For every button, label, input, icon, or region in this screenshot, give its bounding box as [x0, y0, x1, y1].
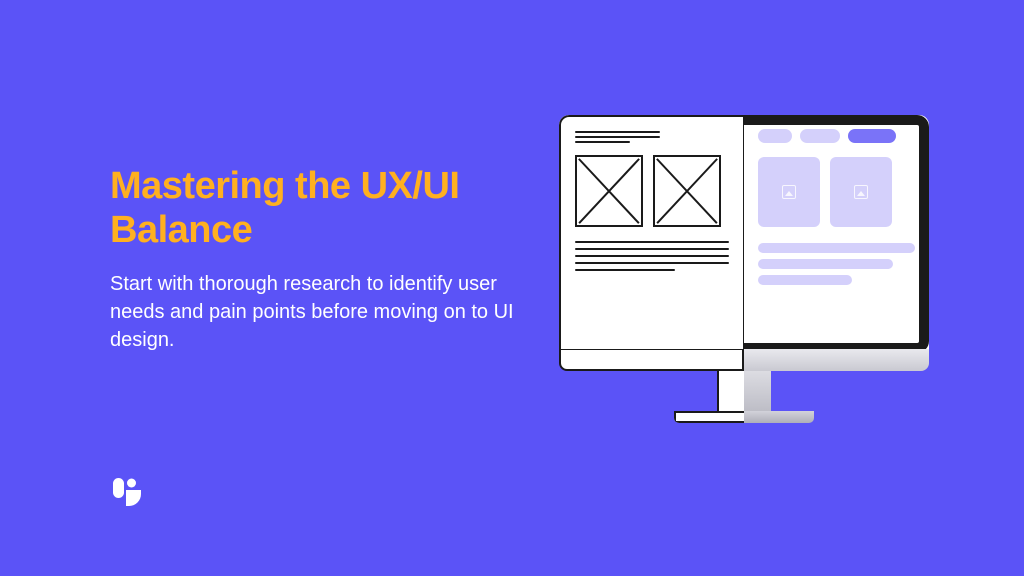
ui-pill	[758, 129, 792, 143]
monitor-stand-neck	[717, 371, 771, 413]
ui-panel	[744, 115, 929, 353]
wireframe-box	[575, 155, 643, 227]
body-text: Start with thorough research to identify…	[110, 270, 530, 354]
heading: Mastering the UX/UI Balance	[110, 165, 530, 252]
monitor-chin	[559, 349, 929, 371]
wireframe-panel	[559, 115, 744, 353]
monitor-stand-base	[674, 411, 814, 423]
ui-bar	[758, 259, 893, 269]
ui-bar	[758, 275, 852, 285]
ui-card	[830, 157, 892, 227]
monitor-screen	[559, 115, 929, 353]
ui-nav-pills	[758, 129, 915, 143]
wireframe-placeholder-boxes	[575, 155, 729, 227]
brand-logo-icon	[110, 475, 144, 514]
ui-cards	[758, 157, 915, 227]
wireframe-header-lines	[575, 131, 729, 143]
monitor-illustration	[559, 115, 929, 435]
ui-pill	[848, 129, 896, 143]
ui-bar	[758, 243, 915, 253]
ui-text-bars	[758, 243, 915, 285]
ui-card	[758, 157, 820, 227]
wireframe-body-lines	[575, 241, 729, 271]
image-icon	[854, 185, 868, 199]
text-block: Mastering the UX/UI Balance Start with t…	[110, 165, 530, 354]
infographic-canvas: Mastering the UX/UI Balance Start with t…	[0, 0, 1024, 576]
image-icon	[782, 185, 796, 199]
ui-pill	[800, 129, 840, 143]
wireframe-box	[653, 155, 721, 227]
